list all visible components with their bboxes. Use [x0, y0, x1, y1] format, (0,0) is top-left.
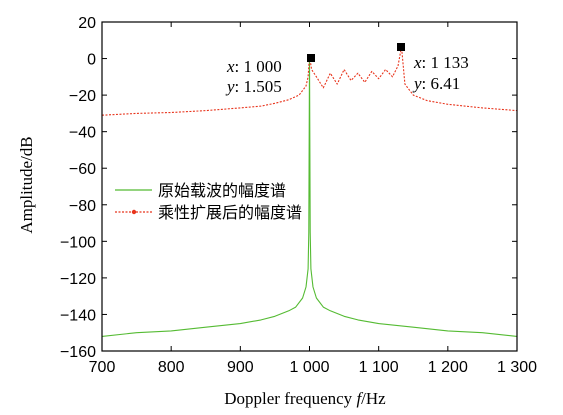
annotation-1-x-value: : 1 000 [235, 57, 282, 76]
x-tick-label: 900 [227, 359, 254, 376]
ticks-layer: 700 800 900 1 000 1 100 1 200 1 300 −160 −140 −12… [60, 15, 537, 376]
y-tick-label: −120 [60, 271, 96, 288]
y-tick-label: −60 [69, 161, 96, 178]
annotations-layer: x: 1 000 y: 1.505 x: 1 133 y: 6.41 [225, 43, 469, 96]
annotation-2-y-label: y [412, 74, 422, 93]
x-axis-title-main: Doppler frequency [224, 389, 356, 408]
annotation-2-x: x: 1 133 [413, 53, 469, 72]
annotation-2-y: y: 6.41 [412, 74, 460, 93]
y-tick-label: −160 [60, 344, 96, 361]
peak-marker-2 [397, 43, 405, 51]
annotation-2-y-value: : 6.41 [422, 74, 461, 93]
x-tick-label: 700 [89, 359, 116, 376]
y-tick-label: −40 [69, 125, 96, 142]
annotation-1-y-label: y [225, 77, 235, 96]
y-tick-label: −80 [69, 198, 96, 215]
annotation-2-x-value: : 1 133 [422, 53, 469, 72]
x-tick-label: 1 100 [359, 359, 399, 376]
x-tick-label: 800 [158, 359, 185, 376]
y-tick-label: −100 [60, 234, 96, 251]
annotation-1-y: y: 1.505 [225, 77, 282, 96]
x-tick-label: 1 000 [289, 359, 329, 376]
x-tick-label: 1 200 [428, 359, 468, 376]
annotation-1-x-label: x [226, 57, 235, 76]
annotation-1-y-value: : 1.505 [235, 77, 282, 96]
series-line-expanded [101, 46, 518, 116]
y-tick-label: −20 [69, 88, 96, 105]
y-tick-label: 20 [78, 15, 96, 32]
x-tick-label: 1 300 [497, 359, 537, 376]
legend-label-original: 原始载波的幅度谱 [158, 181, 286, 200]
x-axis-title: Doppler frequency f/Hz [224, 389, 386, 408]
x-axis-title-variable: f [356, 389, 363, 408]
y-tick-label: 0 [87, 52, 96, 69]
legend-label-expanded: 乘性扩展后的幅度谱 [158, 203, 302, 222]
legend-swatch-expanded-marker [131, 209, 137, 215]
annotation-2-x-label: x [413, 53, 422, 72]
annotation-1-x: x: 1 000 [226, 57, 282, 76]
legend: 原始载波的幅度谱 乘性扩展后的幅度谱 [115, 181, 302, 222]
y-axis-title: Amplitude/dB [17, 136, 36, 233]
peak-marker-1 [307, 54, 315, 62]
x-axis-title-unit: /Hz [361, 389, 386, 408]
y-tick-label: −140 [60, 307, 96, 324]
